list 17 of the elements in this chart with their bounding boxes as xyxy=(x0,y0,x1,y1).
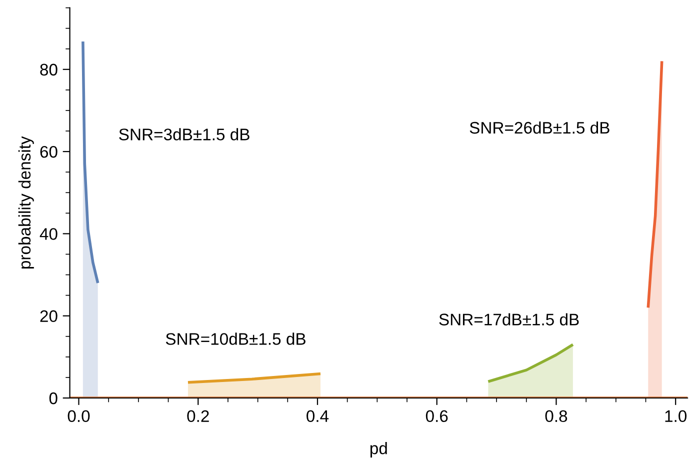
x-axis-title: pd xyxy=(370,442,387,458)
y-tick-label: 20 xyxy=(40,310,58,322)
y-axis-title: probability density xyxy=(18,136,34,269)
x-tick-label: 0.0 xyxy=(68,410,90,422)
y-tick-label: 0 xyxy=(49,392,58,404)
y-tick-label: 80 xyxy=(40,64,58,76)
x-tick-label: 0.8 xyxy=(545,410,568,422)
text: SNR=3dB±1.5 dB xyxy=(119,128,250,140)
x-tick-label: 0.6 xyxy=(426,410,448,422)
text: SNR=26dB±1.5 dB xyxy=(470,121,610,134)
series-label: SNR=10dB±1.5 dB xyxy=(166,332,306,345)
x-tick-label: 0.2 xyxy=(187,410,209,422)
x-tick-label: 1.0 xyxy=(665,410,687,422)
y-tick-label: 60 xyxy=(40,146,58,158)
x-tick-label: 0.4 xyxy=(306,410,329,422)
y-tick-label: 40 xyxy=(40,228,58,240)
series-label: SNR=17dB±1.5 dB xyxy=(439,313,579,326)
